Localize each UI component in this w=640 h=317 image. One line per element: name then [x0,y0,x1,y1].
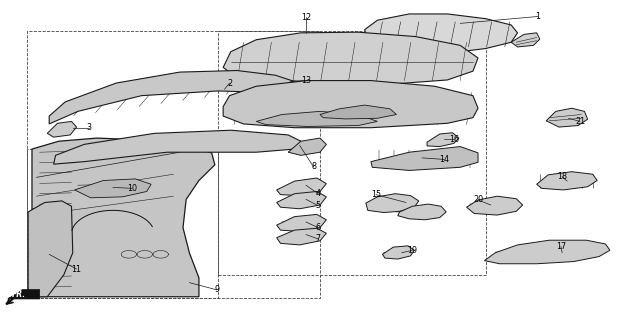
Polygon shape [223,81,478,128]
Polygon shape [366,194,419,212]
Polygon shape [288,138,326,155]
Polygon shape [275,81,314,94]
Polygon shape [28,201,73,297]
Polygon shape [365,14,518,52]
Polygon shape [47,121,77,137]
Polygon shape [427,133,459,146]
Polygon shape [54,130,301,164]
Polygon shape [276,228,326,245]
Text: 3: 3 [87,123,92,132]
Polygon shape [276,178,326,196]
Polygon shape [276,214,326,231]
Polygon shape [256,111,378,126]
Text: 1: 1 [536,12,540,21]
Polygon shape [320,105,396,119]
Polygon shape [484,240,610,264]
Polygon shape [49,70,294,124]
Polygon shape [32,138,215,297]
Text: 7: 7 [316,235,321,243]
Text: 2: 2 [227,79,232,87]
Text: 12: 12 [301,13,311,22]
Bar [27,31,320,298]
Polygon shape [75,179,151,198]
Polygon shape [371,146,478,171]
Text: 9: 9 [214,285,220,294]
Text: 20: 20 [473,196,483,204]
Polygon shape [511,33,540,47]
Text: 19: 19 [407,246,417,255]
Text: FR.: FR. [12,290,26,299]
Polygon shape [383,246,414,259]
Polygon shape [223,32,478,84]
Polygon shape [276,191,326,209]
Text: 6: 6 [316,223,321,232]
Text: 21: 21 [575,117,585,126]
Polygon shape [8,289,40,299]
Text: 15: 15 [371,190,381,199]
Text: 4: 4 [316,189,321,198]
Polygon shape [546,108,588,127]
Text: 10: 10 [127,184,137,193]
Bar [27,149,218,298]
Text: 5: 5 [316,201,321,210]
Polygon shape [397,204,446,220]
Polygon shape [467,196,523,215]
Polygon shape [537,172,597,190]
Text: 16: 16 [449,134,459,144]
Text: 13: 13 [301,76,311,85]
Text: 17: 17 [556,242,566,251]
Text: 8: 8 [311,163,316,171]
Text: 11: 11 [72,265,81,274]
Bar [218,31,486,275]
Text: 14: 14 [439,155,449,164]
Text: 18: 18 [557,172,567,181]
